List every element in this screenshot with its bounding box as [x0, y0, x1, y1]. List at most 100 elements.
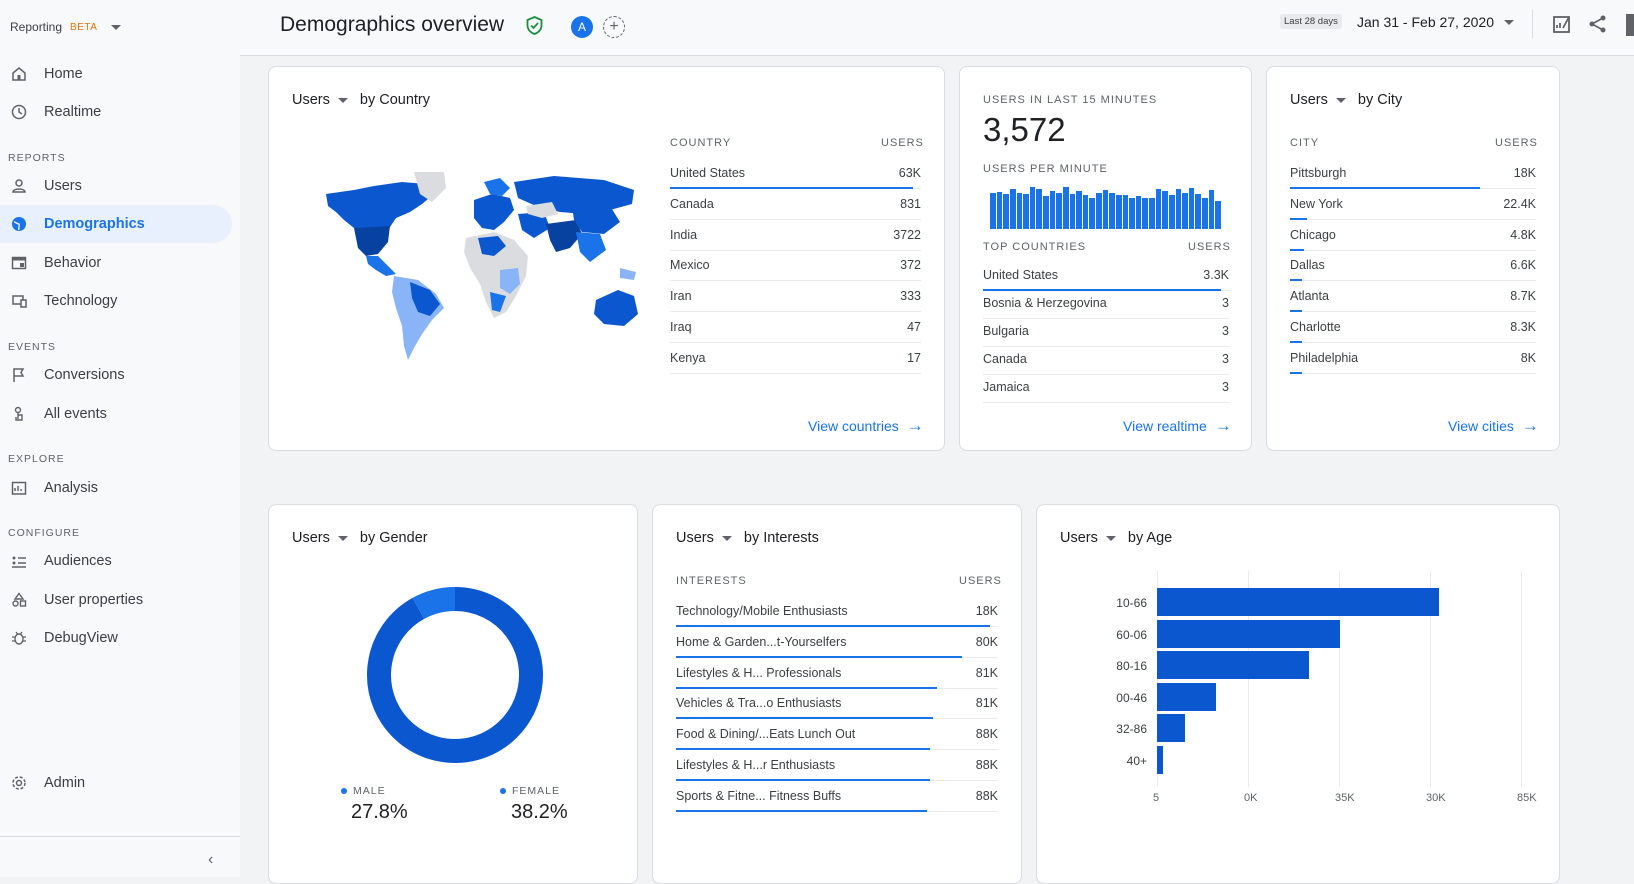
collapse-sidebar[interactable]: ‹	[0, 836, 240, 877]
property-selector[interactable]: Reporting BETA	[10, 20, 122, 34]
per-minute-bar[interactable]	[1096, 193, 1102, 229]
table-row[interactable]: Dallas 6.6K	[1290, 250, 1536, 282]
per-minute-bar[interactable]	[1195, 194, 1202, 229]
view-cities-link[interactable]: View cities →	[1448, 416, 1539, 436]
gender-donut-chart[interactable]	[365, 585, 545, 765]
donut-slice-male[interactable]	[367, 587, 543, 763]
chevron-down-icon[interactable]	[1335, 97, 1346, 103]
per-minute-bar[interactable]	[1162, 191, 1168, 229]
sidebar-item-debugview[interactable]: DebugView	[0, 619, 232, 657]
table-row[interactable]: Bulgaria 3	[983, 316, 1229, 347]
per-minute-bar[interactable]	[1016, 193, 1023, 229]
table-row[interactable]: Mexico 372	[670, 250, 921, 282]
table-row[interactable]: New York 22.4K	[1290, 189, 1536, 220]
table-row[interactable]: Home & Garden...t-Yourselfers 80K	[676, 627, 998, 658]
per-minute-bar[interactable]	[1082, 195, 1089, 229]
share-icon[interactable]	[1588, 14, 1608, 39]
per-minute-bar[interactable]	[1043, 196, 1049, 229]
per-minute-bar[interactable]	[1076, 191, 1082, 229]
table-row[interactable]: Food & Dining/...Eats Lunch Out 88K	[676, 719, 998, 751]
sidebar-item-admin[interactable]: Admin	[0, 764, 232, 802]
per-minute-bar[interactable]	[1056, 193, 1062, 229]
age-bar[interactable]	[1157, 619, 1341, 648]
view-countries-link[interactable]: View countries →	[808, 416, 924, 436]
table-row[interactable]: Iran 333	[670, 281, 921, 313]
view-realtime-link[interactable]: View realtime →	[1123, 416, 1232, 436]
add-comparison-button[interactable]: +	[603, 16, 625, 38]
table-row[interactable]: Technology/Mobile Enthusiasts 18K	[676, 596, 998, 627]
sidebar-item-conversions[interactable]: Conversions	[0, 356, 232, 394]
metric-selector[interactable]: Users	[1060, 530, 1098, 546]
world-map[interactable]	[314, 172, 674, 367]
per-minute-bar[interactable]	[1029, 187, 1036, 229]
table-row[interactable]: Vehicles & Tra...o Enthusiasts 81K	[676, 688, 998, 720]
sidebar-item-technology[interactable]: Technology	[0, 282, 232, 320]
chevron-down-icon[interactable]	[721, 535, 732, 541]
age-bar[interactable]	[1157, 714, 1186, 742]
per-minute-bar[interactable]	[1208, 190, 1215, 229]
per-minute-bar[interactable]	[1036, 189, 1043, 229]
sidebar-item-audiences[interactable]: Audiences	[0, 542, 232, 580]
per-minute-bar[interactable]	[1215, 200, 1221, 229]
sidebar-item-home[interactable]: Home	[0, 55, 232, 93]
chevron-down-icon[interactable]	[337, 535, 348, 541]
age-bar[interactable]	[1157, 745, 1163, 774]
table-row[interactable]: Philadelphia 8K	[1290, 343, 1536, 374]
per-minute-bar[interactable]	[1049, 191, 1056, 229]
sidebar-item-all-events[interactable]: All events	[0, 395, 232, 433]
per-minute-bar[interactable]	[1102, 190, 1109, 229]
per-minute-bar[interactable]	[1135, 196, 1142, 229]
per-minute-bar[interactable]	[1175, 189, 1182, 229]
date-range-picker[interactable]: Jan 31 - Feb 27, 2020	[1357, 14, 1494, 30]
per-minute-bar[interactable]	[1089, 197, 1096, 229]
age-bar[interactable]	[1157, 588, 1439, 616]
per-minute-bar[interactable]	[1003, 194, 1009, 229]
table-row[interactable]: Lifestyles & H... Professionals 81K	[676, 658, 998, 689]
table-row[interactable]: Canada 3	[983, 344, 1229, 375]
per-minute-bar[interactable]	[1122, 195, 1129, 229]
table-row[interactable]: Chicago 4.8K	[1290, 220, 1536, 251]
sidebar-item-behavior[interactable]: Behavior	[0, 244, 232, 282]
per-minute-bar[interactable]	[1109, 193, 1115, 229]
table-row[interactable]: Bosnia & Herzegovina 3	[983, 288, 1229, 319]
per-minute-bar[interactable]	[990, 193, 996, 229]
table-row[interactable]: Sports & Fitne... Fitness Buffs 88K	[676, 781, 998, 812]
table-row[interactable]: Pittsburgh 18K	[1290, 158, 1536, 189]
donut-slice-female[interactable]	[412, 587, 456, 620]
map-country-india[interactable]	[546, 220, 582, 252]
table-row[interactable]: Kenya 17	[670, 343, 921, 374]
metric-selector[interactable]: Users	[292, 530, 330, 546]
per-minute-bar[interactable]	[1069, 194, 1076, 229]
per-minute-bar[interactable]	[1149, 197, 1155, 229]
table-row[interactable]: Canada 831	[670, 189, 921, 220]
metric-selector[interactable]: Users	[676, 530, 714, 546]
sidebar-item-user-properties[interactable]: User properties	[0, 581, 232, 619]
per-minute-bar[interactable]	[996, 192, 1003, 229]
map-country-iran[interactable]	[518, 212, 550, 238]
per-minute-bar[interactable]	[1129, 197, 1135, 229]
sidebar-item-users[interactable]: Users	[0, 167, 232, 205]
map-country-us[interactable]	[354, 226, 390, 256]
per-minute-bar[interactable]	[1142, 197, 1149, 229]
users-per-minute-chart[interactable]	[990, 187, 1222, 229]
comparison-avatar[interactable]: A	[571, 16, 593, 38]
table-row[interactable]: Charlotte 8.3K	[1290, 312, 1536, 343]
sidebar-item-demographics[interactable]: Demographics	[0, 205, 232, 243]
chevron-down-icon[interactable]	[1105, 535, 1116, 541]
table-row[interactable]: Atlanta 8.7K	[1290, 281, 1536, 313]
age-bar[interactable]	[1157, 682, 1217, 711]
per-minute-bar[interactable]	[1023, 194, 1029, 229]
table-row[interactable]: Lifestyles & H...r Enthusiasts 88K	[676, 750, 998, 781]
table-row[interactable]: Iraq 47	[670, 312, 921, 343]
table-row[interactable]: India 3722	[670, 220, 921, 251]
table-row[interactable]: Jamaica 3	[983, 372, 1229, 403]
edit-report-icon[interactable]	[1552, 14, 1572, 39]
per-minute-bar[interactable]	[1155, 189, 1162, 229]
per-minute-bar[interactable]	[1115, 195, 1122, 229]
per-minute-bar[interactable]	[1168, 195, 1175, 229]
sidebar-item-realtime[interactable]: Realtime	[0, 93, 232, 131]
table-row[interactable]: United States 63K	[670, 158, 921, 189]
per-minute-bar[interactable]	[1188, 188, 1195, 229]
per-minute-bar[interactable]	[1009, 189, 1016, 229]
per-minute-bar[interactable]	[1062, 187, 1069, 229]
